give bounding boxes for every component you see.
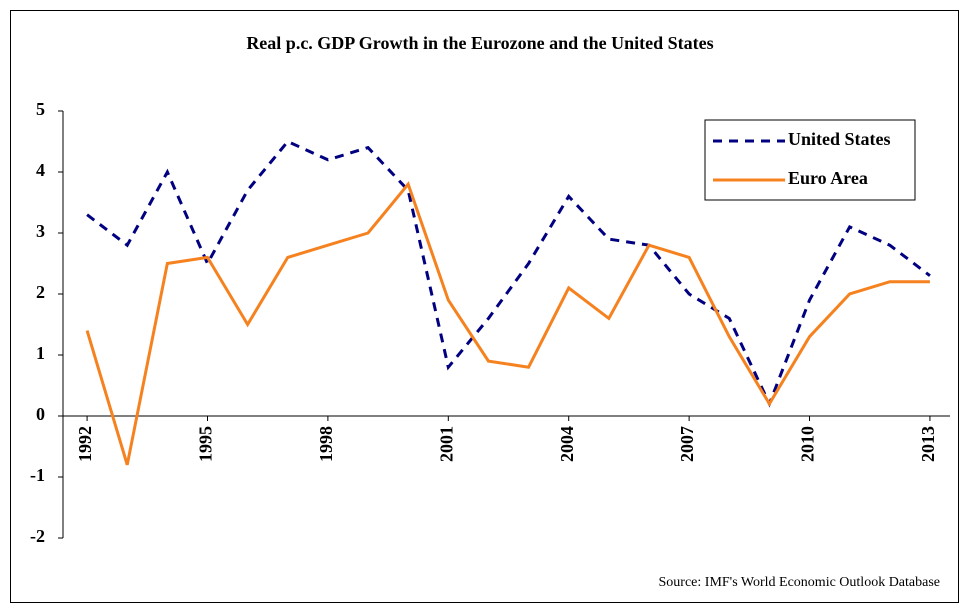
y-tick-label: 0	[36, 404, 45, 424]
x-tick-label: 1998	[316, 426, 336, 462]
x-tick-label: 2013	[918, 426, 938, 462]
x-tick-label: 2001	[436, 426, 456, 462]
x-tick-label: 2007	[677, 426, 697, 462]
series-line	[86, 139, 931, 408]
y-tick-label: 2	[36, 282, 45, 302]
y-tick-label: 3	[36, 221, 45, 241]
y-tick-label: -1	[30, 465, 45, 485]
y-tick-label: -2	[30, 526, 45, 546]
series-line	[85, 181, 930, 466]
chart-frame	[10, 10, 959, 603]
legend-label: Euro Area	[788, 168, 868, 188]
y-tick-label: 5	[36, 99, 45, 119]
x-tick-label: 2004	[557, 426, 577, 462]
x-tick-label: 1995	[196, 426, 216, 462]
y-tick-label: 4	[36, 160, 45, 180]
source-note: Source: IMF's World Economic Outlook Dat…	[659, 575, 940, 590]
x-tick-label: 2010	[798, 426, 818, 462]
legend-label: United States	[788, 129, 891, 149]
legend-box	[704, 119, 916, 201]
chart-title: Real p.c. GDP Growth in the Eurozone and…	[246, 33, 713, 53]
y-tick-label: 1	[36, 343, 45, 363]
x-tick-label: 1992	[75, 426, 95, 462]
